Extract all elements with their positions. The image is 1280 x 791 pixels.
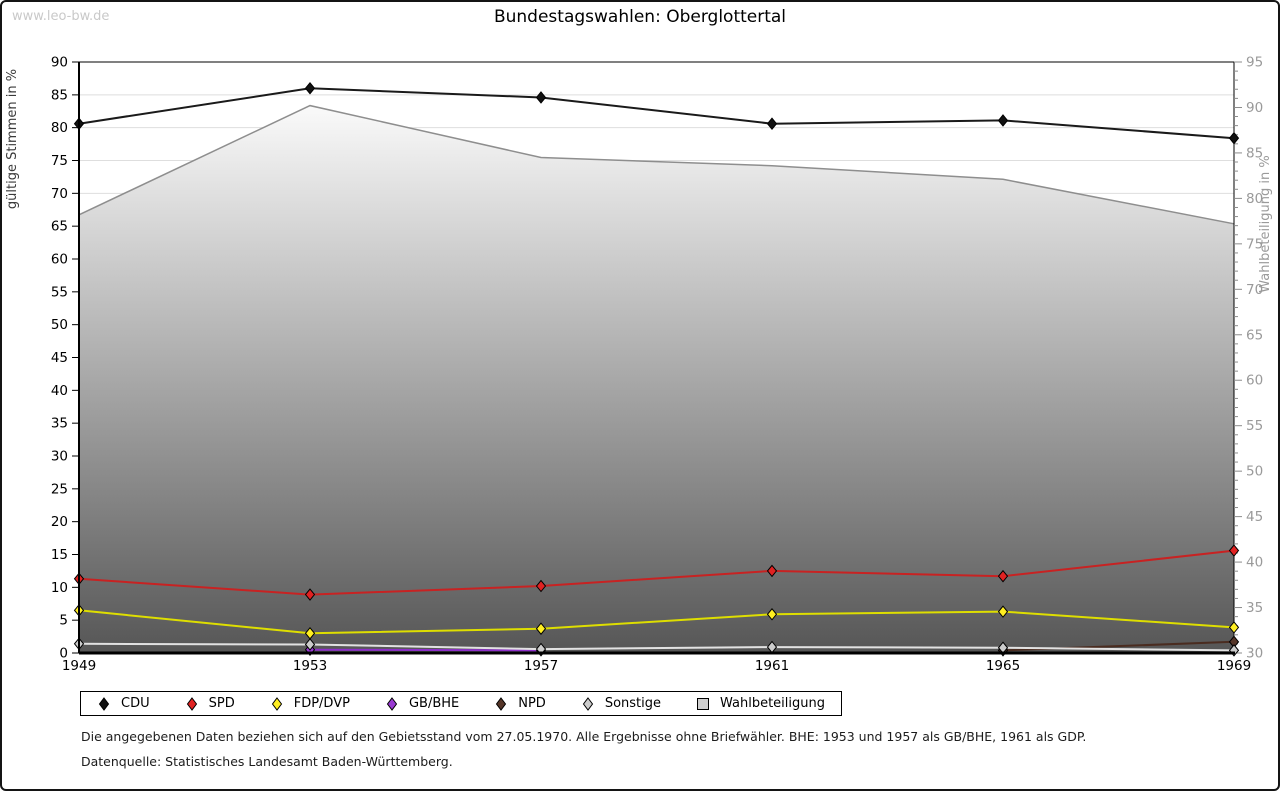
- svg-text:1969: 1969: [1217, 658, 1251, 674]
- wahlbeteiligung-area: [78, 104, 1235, 654]
- left-axis: 0 5 10 15 20 25 30 35 40 45 50 55 60 65 70 75 80 85 90: [51, 55, 79, 662]
- svg-text:85: 85: [1246, 145, 1263, 161]
- svg-text:35: 35: [51, 416, 68, 432]
- svg-text:60: 60: [51, 252, 68, 268]
- legend-label: Sonstige: [604, 696, 661, 711]
- svg-text:70: 70: [51, 186, 68, 202]
- legend-square-icon: [697, 697, 709, 710]
- svg-text:90: 90: [51, 55, 68, 71]
- chart-title: Bundestagswahlen: Oberglottertal: [493, 7, 787, 27]
- legend-item-fdp-dvp: FDP/DVP: [270, 696, 350, 711]
- svg-text:80: 80: [51, 120, 68, 136]
- svg-text:35: 35: [1246, 600, 1263, 616]
- chart-legend: CDU SPD FDP/DVP GB/BHE NPD Sonstige Wahlbeteil…: [80, 691, 843, 716]
- svg-text:30: 30: [51, 449, 68, 465]
- svg-text:70: 70: [1246, 282, 1263, 298]
- svg-text:95: 95: [1246, 55, 1263, 71]
- legend-label: CDU: [121, 696, 150, 711]
- svg-text:45: 45: [51, 350, 68, 366]
- svg-text:75: 75: [51, 153, 68, 169]
- svg-text:50: 50: [51, 317, 68, 333]
- svg-text:1953: 1953: [293, 658, 327, 674]
- svg-text:1949: 1949: [62, 658, 96, 674]
- svg-text:1961: 1961: [755, 658, 789, 674]
- election-line-chart: 0 5 10 15 20 25 30 35 40 45 50 55 60 65 70 75 80 85 90 30 35…: [5, 55, 1273, 675]
- legend-diamond-icon: [186, 696, 197, 711]
- legend-diamond-icon: [582, 696, 593, 711]
- legend-label: SPD: [208, 696, 235, 711]
- footnote-datenquelle: Datenquelle: Statistisches Landesamt Bad…: [81, 754, 453, 769]
- svg-text:20: 20: [51, 514, 68, 530]
- series-spd: [73, 544, 1240, 601]
- svg-text:0: 0: [59, 646, 68, 662]
- svg-text:10: 10: [51, 580, 68, 596]
- svg-text:1957: 1957: [524, 658, 558, 674]
- legend-item-npd: NPD: [494, 696, 546, 711]
- right-axis-title: Wahlbeteiligung in %: [1258, 155, 1273, 292]
- svg-text:85: 85: [51, 87, 68, 103]
- legend-diamond-icon: [496, 696, 507, 711]
- svg-text:30: 30: [1246, 646, 1263, 662]
- watermark: www.leo-bw.de: [12, 9, 110, 24]
- legend-diamond-icon: [386, 696, 398, 711]
- series-cdu: [73, 81, 1240, 145]
- right-axis: 30 35 40 45 50 55 60 65 70 75 80 85 90 95: [1234, 55, 1263, 662]
- svg-text:40: 40: [51, 383, 68, 399]
- left-axis-title: gültige Stimmen in %: [5, 69, 20, 209]
- svg-text:1965: 1965: [986, 658, 1020, 674]
- svg-text:5: 5: [59, 613, 68, 629]
- svg-text:60: 60: [1246, 373, 1263, 389]
- svg-text:65: 65: [51, 219, 68, 235]
- legend-item-cdu: CDU: [97, 696, 150, 711]
- legend-item-sonstige: Sonstige: [581, 696, 661, 711]
- svg-text:25: 25: [51, 481, 68, 497]
- svg-text:80: 80: [1246, 191, 1263, 207]
- legend-item-gb-bhe: GB/BHE: [385, 696, 459, 711]
- svg-text:65: 65: [1246, 327, 1263, 343]
- legend-diamond-icon: [271, 696, 282, 711]
- footnote-gebietsstand: Die angegebenen Daten beziehen sich auf …: [81, 729, 1087, 744]
- svg-text:55: 55: [1246, 418, 1263, 434]
- legend-item-spd: SPD: [185, 696, 235, 711]
- svg-text:15: 15: [51, 547, 68, 563]
- svg-text:55: 55: [51, 284, 68, 300]
- svg-text:45: 45: [1246, 509, 1263, 525]
- svg-text:40: 40: [1246, 555, 1263, 571]
- svg-text:75: 75: [1246, 236, 1263, 252]
- legend-label: FDP/DVP: [293, 696, 350, 711]
- legend-label: Wahlbeteiligung: [720, 696, 826, 711]
- x-axis: 1949 1953 1957 1961 1965 1969: [62, 658, 1251, 674]
- series-fdp-dvp: [73, 604, 1240, 640]
- legend-diamond-icon: [98, 696, 110, 711]
- legend-label: NPD: [518, 696, 546, 711]
- svg-text:50: 50: [1246, 464, 1263, 480]
- svg-text:90: 90: [1246, 100, 1263, 116]
- legend-label: GB/BHE: [408, 696, 460, 711]
- legend-item-wahlbeteiligung: Wahlbeteiligung: [696, 696, 825, 711]
